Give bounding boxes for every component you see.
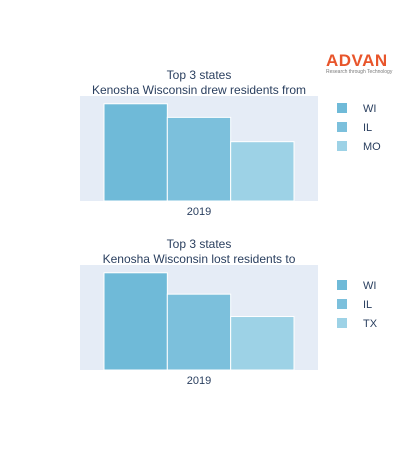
chart2-bar-tx (230, 316, 295, 371)
chart2-legend-swatch-wi (337, 280, 347, 290)
advan-logo: ADVAN Research through Technology (326, 52, 396, 78)
chart2-legend-swatch-il (337, 299, 347, 309)
chart2-legend-label-wi: WI (363, 280, 376, 292)
logo-wordmark: ADVAN (326, 51, 388, 70)
chart1-legend-label-il: IL (363, 122, 372, 134)
chart2-x-tick-label: 2019 (187, 375, 211, 387)
chart1-subtitle: Kenosha Wisconsin drew residents from (92, 83, 306, 97)
logo-tagline: Research through Technology (326, 69, 393, 75)
chart1-legend-swatch-il (337, 122, 347, 132)
chart1-legend-swatch-mo (337, 141, 347, 151)
chart1-x-tick-label: 2019 (187, 206, 211, 218)
chart1-bar-il (166, 116, 232, 202)
chart2-bar-wi (103, 272, 168, 371)
chart2-legend-label-tx: TX (363, 318, 378, 330)
chart1-bar-mo (230, 141, 295, 202)
chart1-legend-swatch-wi (337, 103, 347, 113)
chart2-subtitle: Kenosha Wisconsin lost residents to (103, 252, 296, 266)
chart2-title: Top 3 states (167, 237, 232, 251)
chart2-bar-il (166, 293, 232, 371)
chart2-legend-label-il: IL (363, 299, 372, 311)
chart1-title: Top 3 states (167, 68, 232, 82)
chart1-legend-label-mo: MO (363, 141, 381, 153)
chart2-legend-swatch-tx (337, 318, 347, 328)
chart1-legend-label-wi: WI (363, 103, 376, 115)
chart1-bar-wi (103, 103, 168, 202)
